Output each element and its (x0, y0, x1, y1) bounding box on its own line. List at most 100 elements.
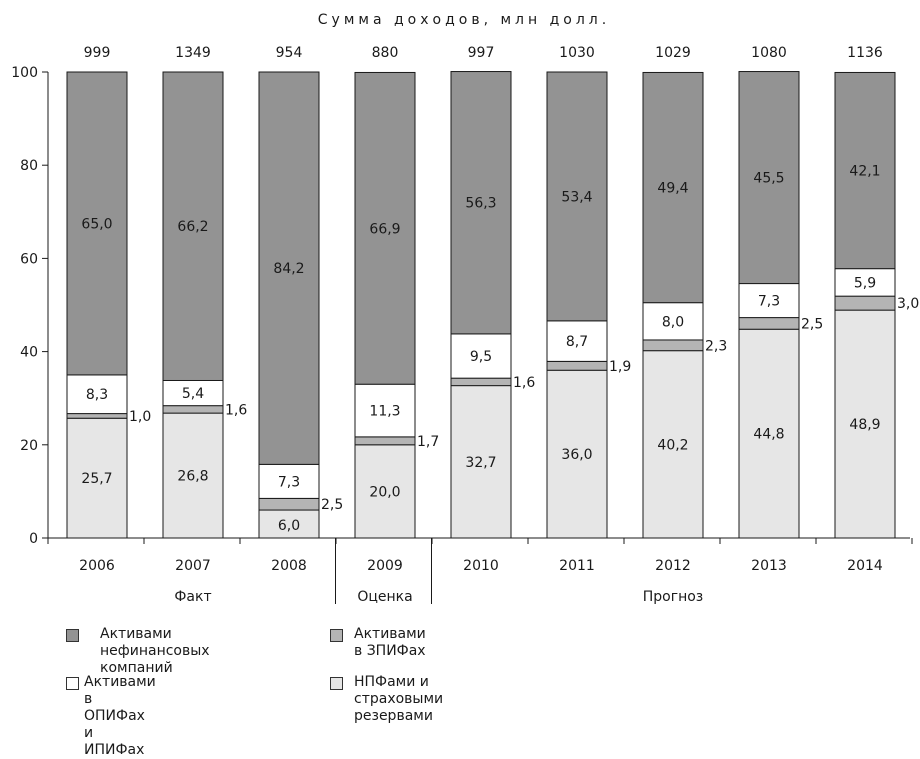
bar-segment (738, 71, 800, 285)
bar-segment (834, 268, 896, 297)
y-tick-label: 20 (20, 438, 38, 454)
bar-segment (162, 405, 224, 414)
legend-swatch-nonfinancial (66, 629, 79, 642)
legend-label-zpif: Активами в ЗПИФах (354, 626, 426, 659)
data-label: 66,2 (177, 219, 208, 235)
x-tick-label: 2009 (367, 558, 403, 574)
data-label: 8,0 (662, 314, 684, 330)
bar-segment (642, 350, 704, 539)
legend-label-npf: НПФами и страховыми резервами (354, 674, 444, 724)
total-label: 997 (468, 45, 495, 61)
x-tick-label: 2010 (463, 558, 499, 574)
data-label: 25,7 (81, 471, 112, 487)
bar-segment (162, 379, 224, 407)
data-label: 8,7 (566, 334, 588, 350)
data-label: 53,4 (561, 189, 592, 205)
data-label: 42,1 (849, 164, 880, 180)
bar-segment (546, 360, 608, 371)
x-tick-label: 2008 (271, 558, 307, 574)
x-tick-label: 2011 (559, 558, 595, 574)
data-label: 11,3 (369, 404, 400, 420)
y-tick-label: 40 (20, 345, 38, 361)
bar-segment (354, 444, 416, 539)
bar-segment (642, 302, 704, 341)
bar-segment (258, 497, 320, 511)
bar-segment (738, 317, 800, 330)
x-tick-label: 2012 (655, 558, 691, 574)
data-label: 1,9 (609, 359, 631, 375)
bar-segment (450, 385, 512, 539)
data-label: 48,9 (849, 417, 880, 433)
data-label: 3,0 (897, 296, 919, 312)
bar-segment (834, 295, 896, 311)
bar-segment (66, 417, 128, 539)
data-label: 8,3 (86, 387, 108, 403)
bar-segment (354, 71, 416, 385)
data-label: 2,3 (705, 338, 727, 354)
total-label: 999 (84, 45, 111, 61)
legend-label-nonfinancial: Активами нефинансовых компаний (100, 626, 210, 676)
bar-segment (642, 71, 704, 304)
data-label: 1,0 (129, 409, 151, 425)
bar-segment (162, 412, 224, 539)
bar-segment (834, 71, 896, 270)
data-label: 40,2 (657, 437, 688, 453)
y-tick-label: 60 (20, 251, 38, 267)
data-label: 1,6 (225, 402, 247, 418)
y-tick-label: 100 (11, 65, 38, 81)
x-tick-label: 2007 (175, 558, 211, 574)
data-label: 32,7 (465, 455, 496, 471)
bar-segment (258, 463, 320, 499)
total-label: 1030 (559, 45, 595, 61)
legend-label-opif: Активами в ОПИФах и ИПИФах (84, 674, 156, 758)
data-label: 45,5 (753, 171, 784, 187)
bar-segment (162, 71, 224, 381)
data-label: 6,0 (278, 518, 300, 534)
data-label: 84,2 (273, 261, 304, 277)
data-label: 1,7 (417, 434, 439, 450)
total-label: 1029 (655, 45, 691, 61)
data-label: 2,5 (801, 316, 823, 332)
bar-segment (450, 333, 512, 379)
bar-segment (258, 509, 320, 539)
total-label: 880 (372, 45, 399, 61)
total-label: 954 (276, 45, 303, 61)
data-label: 56,3 (465, 196, 496, 212)
bar-segment (354, 383, 416, 438)
data-label: 20,0 (369, 484, 400, 500)
bar-segment (450, 377, 512, 387)
total-label: 1349 (175, 45, 211, 61)
bar-segment (738, 328, 800, 539)
bar-segment (642, 339, 704, 352)
data-label: 26,8 (177, 469, 208, 485)
total-label: 1080 (751, 45, 787, 61)
bar-segment (66, 71, 128, 376)
data-label: 49,4 (657, 181, 688, 197)
bar-segment (546, 71, 608, 322)
bar-segment (546, 320, 608, 362)
data-label: 65,0 (81, 216, 112, 232)
bar-segment (450, 71, 512, 335)
stacked-bar-chart: Сумма доходов, млн долл. 0 20 40 60 80 100 200… (11, 12, 919, 605)
data-label: 5,9 (854, 275, 876, 291)
total-label: 1136 (847, 45, 883, 61)
group-label: Факт (174, 589, 211, 605)
data-label: 7,3 (278, 474, 300, 490)
data-label: 7,3 (758, 294, 780, 310)
legend-swatch-opif (66, 677, 79, 690)
data-label: 36,0 (561, 447, 592, 463)
chart-title: Сумма доходов, млн долл. (318, 12, 610, 28)
group-label: Оценка (357, 589, 412, 605)
data-label: 1,6 (513, 375, 535, 391)
bar-segment (354, 436, 416, 446)
data-label: 9,5 (470, 349, 492, 365)
legend-swatch-npf (330, 677, 343, 690)
x-tick-label: 2014 (847, 558, 883, 574)
bar-segment (834, 309, 896, 539)
bar-segment (546, 369, 608, 539)
bar-segment (66, 374, 128, 415)
data-label: 2,5 (321, 497, 343, 513)
y-tick-label: 80 (20, 158, 38, 174)
x-tick-label: 2006 (79, 558, 115, 574)
data-label: 66,9 (369, 221, 400, 237)
